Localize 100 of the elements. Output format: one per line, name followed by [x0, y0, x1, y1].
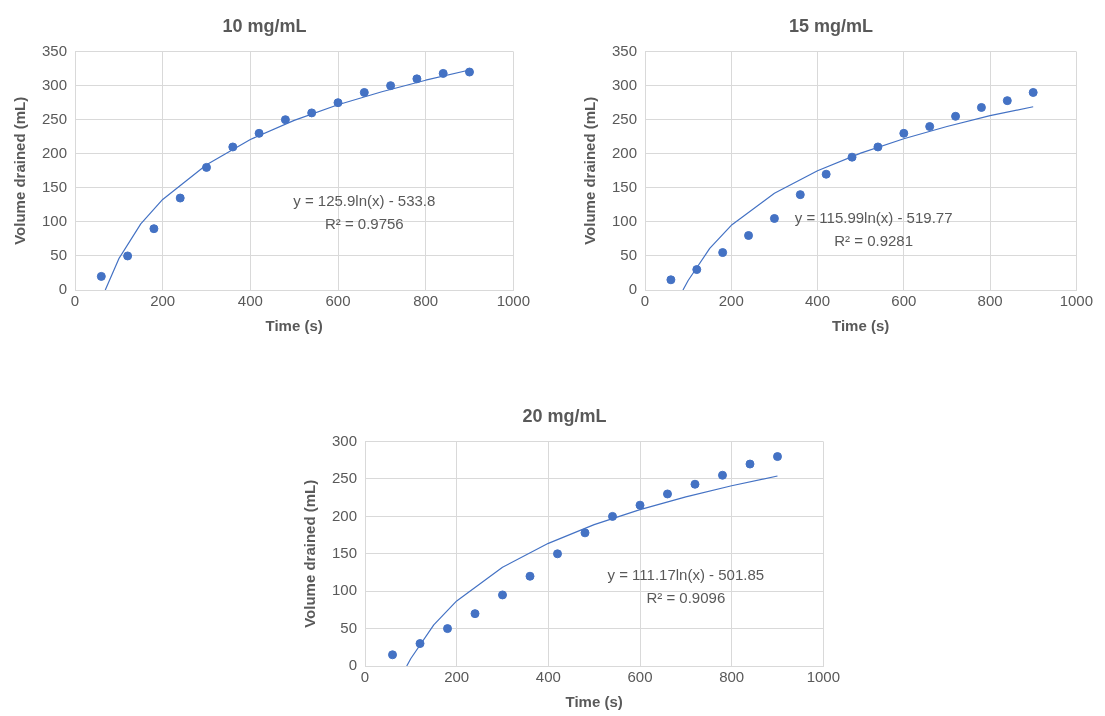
y-tick-label: 350 [42, 41, 68, 59]
y-tick-label: 100 [612, 212, 638, 230]
point [553, 549, 563, 559]
y-tick-label: 300 [42, 75, 68, 93]
point [744, 231, 754, 241]
point [925, 122, 935, 132]
point [228, 142, 238, 152]
point [821, 169, 831, 179]
x-tick-label: 200 [444, 668, 470, 686]
y-tick-label: 300 [332, 431, 358, 449]
point [692, 265, 702, 275]
y-tick-label: 250 [42, 109, 68, 127]
point [359, 87, 369, 97]
y-axis-title: Volume drained (mL) [11, 96, 29, 245]
x-tick-label: 600 [627, 668, 653, 686]
y-tick-label: 100 [42, 212, 68, 230]
x-tick-label: 600 [325, 292, 351, 310]
y-tick-label: 100 [332, 581, 358, 599]
point [202, 162, 212, 172]
point [254, 128, 264, 138]
point [123, 251, 133, 261]
y-tick-label: 150 [612, 177, 638, 195]
point [412, 74, 422, 84]
point [1028, 87, 1038, 97]
point [745, 459, 755, 469]
y-axis-title: Volume drained (mL) [581, 96, 599, 245]
y-tick-label: 350 [612, 41, 638, 59]
x-tick-label: 0 [70, 292, 80, 310]
y-tick-label: 250 [332, 469, 358, 487]
annotation: R² = 0.9096 [646, 589, 726, 607]
x-tick-label: 400 [805, 292, 831, 310]
x-tick-label: 400 [535, 668, 561, 686]
x-tick-label: 600 [891, 292, 917, 310]
point [498, 590, 508, 600]
y-tick-label: 50 [620, 246, 638, 264]
point [769, 213, 779, 223]
x-tick-label: 1000 [806, 668, 840, 686]
y-tick-label: 50 [50, 246, 68, 264]
point [772, 452, 782, 462]
y-tick-label: 0 [58, 280, 68, 298]
x-tick-label: 800 [719, 668, 745, 686]
x-tick-label: 1000 [1059, 292, 1093, 310]
x-axis-title: Time (s) [832, 317, 890, 335]
point [635, 500, 645, 510]
y-tick-label: 50 [340, 618, 358, 636]
point [438, 68, 448, 78]
y-tick-label: 200 [42, 143, 68, 161]
point [525, 571, 535, 581]
point [464, 67, 474, 77]
point [976, 102, 986, 112]
y-tick-label: 200 [332, 506, 358, 524]
point [899, 128, 909, 138]
chart-title: 10 mg/mL [222, 15, 307, 36]
x-tick-label: 0 [640, 292, 650, 310]
chart-title: 20 mg/mL [522, 405, 607, 426]
y-axis-title: Volume drained (mL) [301, 479, 319, 628]
point [415, 639, 425, 649]
point [717, 470, 727, 480]
point [443, 624, 453, 634]
x-tick-label: 1000 [496, 292, 530, 310]
x-tick-label: 800 [977, 292, 1003, 310]
x-tick-label: 200 [718, 292, 744, 310]
x-tick-label: 0 [360, 668, 370, 686]
point [175, 193, 185, 203]
annotation: y = 111.17ln(x) - 501.85 [607, 566, 765, 584]
annotation: y = 125.9ln(x) - 533.8 [293, 191, 436, 209]
point [666, 275, 676, 285]
point [580, 528, 590, 538]
point [280, 115, 290, 125]
point [470, 609, 480, 619]
point [873, 142, 883, 152]
x-axis-title: Time (s) [565, 693, 623, 711]
y-tick-label: 0 [628, 280, 638, 298]
point [388, 650, 398, 660]
point [333, 98, 343, 108]
x-axis-title: Time (s) [265, 317, 323, 335]
point [847, 152, 857, 162]
x-tick-label: 800 [413, 292, 439, 310]
point [718, 248, 728, 258]
y-tick-label: 150 [42, 177, 68, 195]
x-tick-label: 200 [150, 292, 176, 310]
y-tick-label: 200 [612, 143, 638, 161]
annotation: R² = 0.9756 [324, 214, 404, 232]
point [663, 489, 672, 499]
y-tick-label: 300 [612, 75, 638, 93]
chart-title: 15 mg/mL [788, 15, 874, 36]
point [951, 111, 961, 121]
x-tick-label: 400 [237, 292, 263, 310]
y-tick-label: 0 [348, 656, 358, 674]
point [386, 81, 396, 91]
annotation: y = 115.99ln(x) - 519.77 [794, 208, 953, 226]
point [307, 108, 317, 118]
point [608, 511, 617, 521]
y-tick-label: 250 [612, 109, 638, 127]
point [1002, 96, 1012, 106]
point [149, 224, 159, 234]
point [795, 190, 805, 200]
annotation: R² = 0.9281 [834, 231, 914, 249]
y-tick-label: 150 [332, 543, 358, 561]
point [96, 271, 106, 281]
